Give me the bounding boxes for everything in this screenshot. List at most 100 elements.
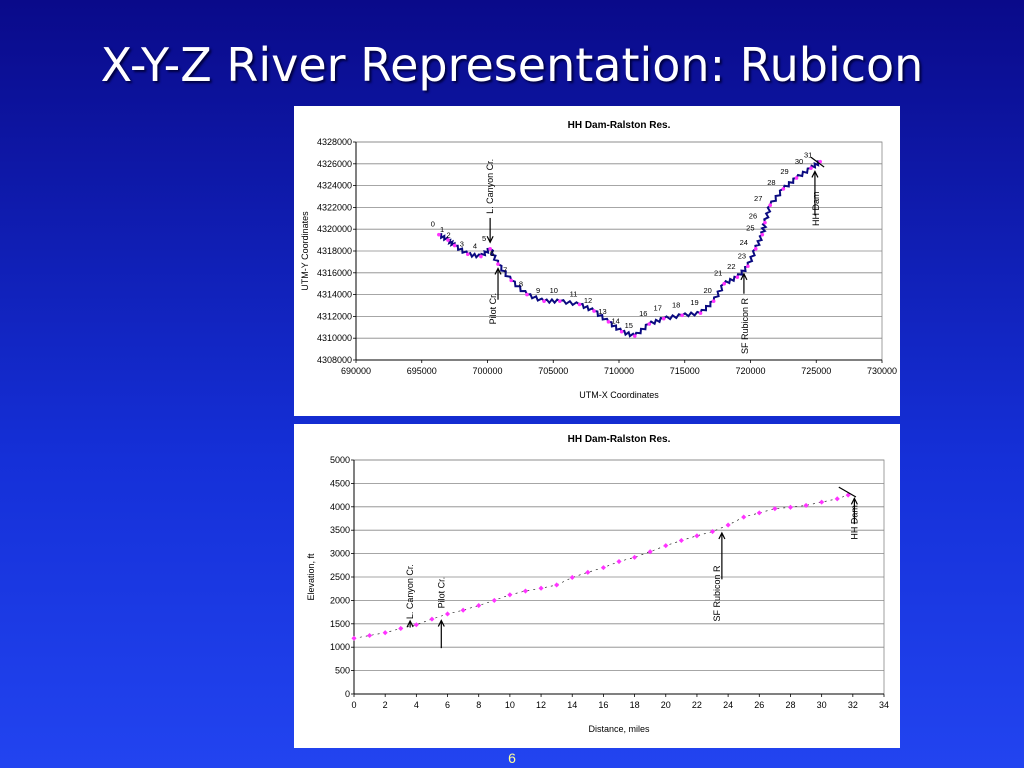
y-tick-label: 500 bbox=[335, 666, 350, 676]
l-canyon-label: L. Canyon Cr. bbox=[405, 564, 415, 619]
point-label: 23 bbox=[738, 251, 746, 260]
river-point bbox=[577, 302, 582, 307]
point-label: 0 bbox=[431, 220, 435, 229]
y-tick-label: 4308000 bbox=[317, 355, 352, 365]
river-point bbox=[763, 220, 767, 225]
point-label: 21 bbox=[714, 269, 722, 278]
x-tick-label: 16 bbox=[598, 700, 608, 710]
x-tick-label: 18 bbox=[630, 700, 640, 710]
x-tick-label: 730000 bbox=[867, 366, 897, 376]
pilot-arrow-head bbox=[437, 619, 445, 627]
profile-point bbox=[413, 622, 419, 628]
point-label: 11 bbox=[570, 289, 578, 298]
point-label: 20 bbox=[704, 286, 712, 295]
point-label: 10 bbox=[550, 286, 558, 295]
y-tick-label: 3500 bbox=[330, 525, 350, 535]
point-label: 17 bbox=[654, 304, 662, 313]
profile-point bbox=[522, 588, 529, 594]
point-label: 1 bbox=[440, 225, 444, 234]
profile-point bbox=[554, 582, 560, 588]
hh-dam-label: HH Dam bbox=[849, 505, 859, 540]
y-axis-label: Elevation, ft bbox=[306, 553, 316, 601]
profile-point bbox=[351, 635, 357, 641]
page-number: 6 bbox=[508, 750, 516, 766]
river-point bbox=[542, 299, 546, 303]
river-point bbox=[488, 247, 492, 251]
x-axis-label: Distance, miles bbox=[588, 724, 650, 734]
y-tick-label: 4314000 bbox=[317, 290, 352, 300]
sf-rubicon-arrow-head bbox=[718, 531, 726, 540]
river-point bbox=[558, 299, 562, 303]
river-point bbox=[525, 292, 529, 297]
profile-point bbox=[600, 565, 606, 571]
point-label: 14 bbox=[611, 317, 619, 326]
profile-point bbox=[444, 611, 451, 617]
y-tick-label: 5000 bbox=[330, 455, 350, 465]
river-point bbox=[509, 278, 513, 283]
profile-point bbox=[398, 625, 404, 632]
l-canyon-arrow-head bbox=[406, 619, 414, 628]
point-label: 13 bbox=[598, 307, 606, 316]
x-tick-label: 20 bbox=[661, 700, 671, 710]
profile-point bbox=[491, 597, 497, 603]
y-tick-label: 4318000 bbox=[317, 246, 352, 256]
point-label: 25 bbox=[746, 224, 754, 233]
hh-dam-mark bbox=[838, 486, 857, 498]
x-tick-label: 2 bbox=[383, 700, 388, 710]
y-tick-label: 4000 bbox=[330, 502, 350, 512]
profile-point bbox=[382, 630, 388, 636]
point-label: 26 bbox=[749, 212, 757, 221]
profile-point bbox=[585, 569, 591, 575]
river-point bbox=[746, 264, 750, 269]
l-canyon-arrow-head bbox=[486, 236, 494, 244]
x-tick-label: 715000 bbox=[670, 366, 700, 376]
x-tick-label: 695000 bbox=[407, 366, 437, 376]
river-point bbox=[437, 232, 441, 237]
profile-point bbox=[367, 632, 373, 639]
profile-point bbox=[772, 506, 778, 512]
profile-point bbox=[741, 514, 747, 520]
x-axis-label: UTM-X Coordinates bbox=[579, 390, 659, 400]
y-tick-label: 4312000 bbox=[317, 311, 352, 321]
profile-point bbox=[725, 522, 731, 528]
x-tick-label: 14 bbox=[567, 700, 577, 710]
point-label: 27 bbox=[754, 194, 762, 203]
y-tick-label: 4310000 bbox=[317, 333, 352, 343]
point-label: 18 bbox=[672, 300, 680, 309]
y-tick-label: 3000 bbox=[330, 549, 350, 559]
x-tick-label: 26 bbox=[754, 700, 764, 710]
x-tick-label: 30 bbox=[817, 700, 827, 710]
point-label: 12 bbox=[584, 296, 592, 305]
chart-title: HH Dam-Ralston Res. bbox=[568, 120, 671, 131]
river-point bbox=[698, 311, 703, 315]
y-tick-label: 1000 bbox=[330, 642, 350, 652]
river-point bbox=[818, 159, 822, 164]
hh-dam-arrow-head bbox=[811, 170, 819, 178]
river-point bbox=[446, 238, 450, 242]
pilot-label: Pilot Cr. bbox=[436, 577, 446, 609]
profile-point bbox=[616, 559, 622, 565]
y-tick-label: 4326000 bbox=[317, 159, 352, 169]
profile-chart-panel: HH Dam-Ralston Res. 0 500 1000 1500 2000 2500 3… bbox=[294, 424, 900, 748]
point-label: 9 bbox=[536, 286, 540, 295]
l-canyon-label: L. Canyon Cr. bbox=[485, 159, 495, 214]
x-tick-label: 700000 bbox=[472, 366, 502, 376]
y-tick-label: 4322000 bbox=[317, 202, 352, 212]
y-tick-label: 2000 bbox=[330, 595, 350, 605]
point-label: 15 bbox=[625, 321, 633, 330]
river-point bbox=[606, 320, 611, 324]
point-label: 7 bbox=[503, 265, 507, 274]
profile-point bbox=[787, 504, 794, 510]
river-point bbox=[647, 322, 652, 326]
pilot-arrow-head bbox=[494, 267, 502, 275]
slide-title: X-Y-Z River Representation: Rubicon bbox=[100, 38, 924, 92]
profile-point bbox=[678, 537, 684, 544]
x-tick-label: 725000 bbox=[801, 366, 831, 376]
x-tick-label: 28 bbox=[785, 700, 795, 710]
x-tick-label: 8 bbox=[476, 700, 481, 710]
river-point bbox=[479, 254, 483, 259]
hh-dam-mark bbox=[810, 156, 825, 168]
x-tick-label: 690000 bbox=[341, 366, 371, 376]
pilot-label: Pilot Cr. bbox=[488, 293, 498, 325]
map-chart-panel: HH Dam-Ralston Res. 4308000 4310000 4312000… bbox=[294, 106, 900, 416]
